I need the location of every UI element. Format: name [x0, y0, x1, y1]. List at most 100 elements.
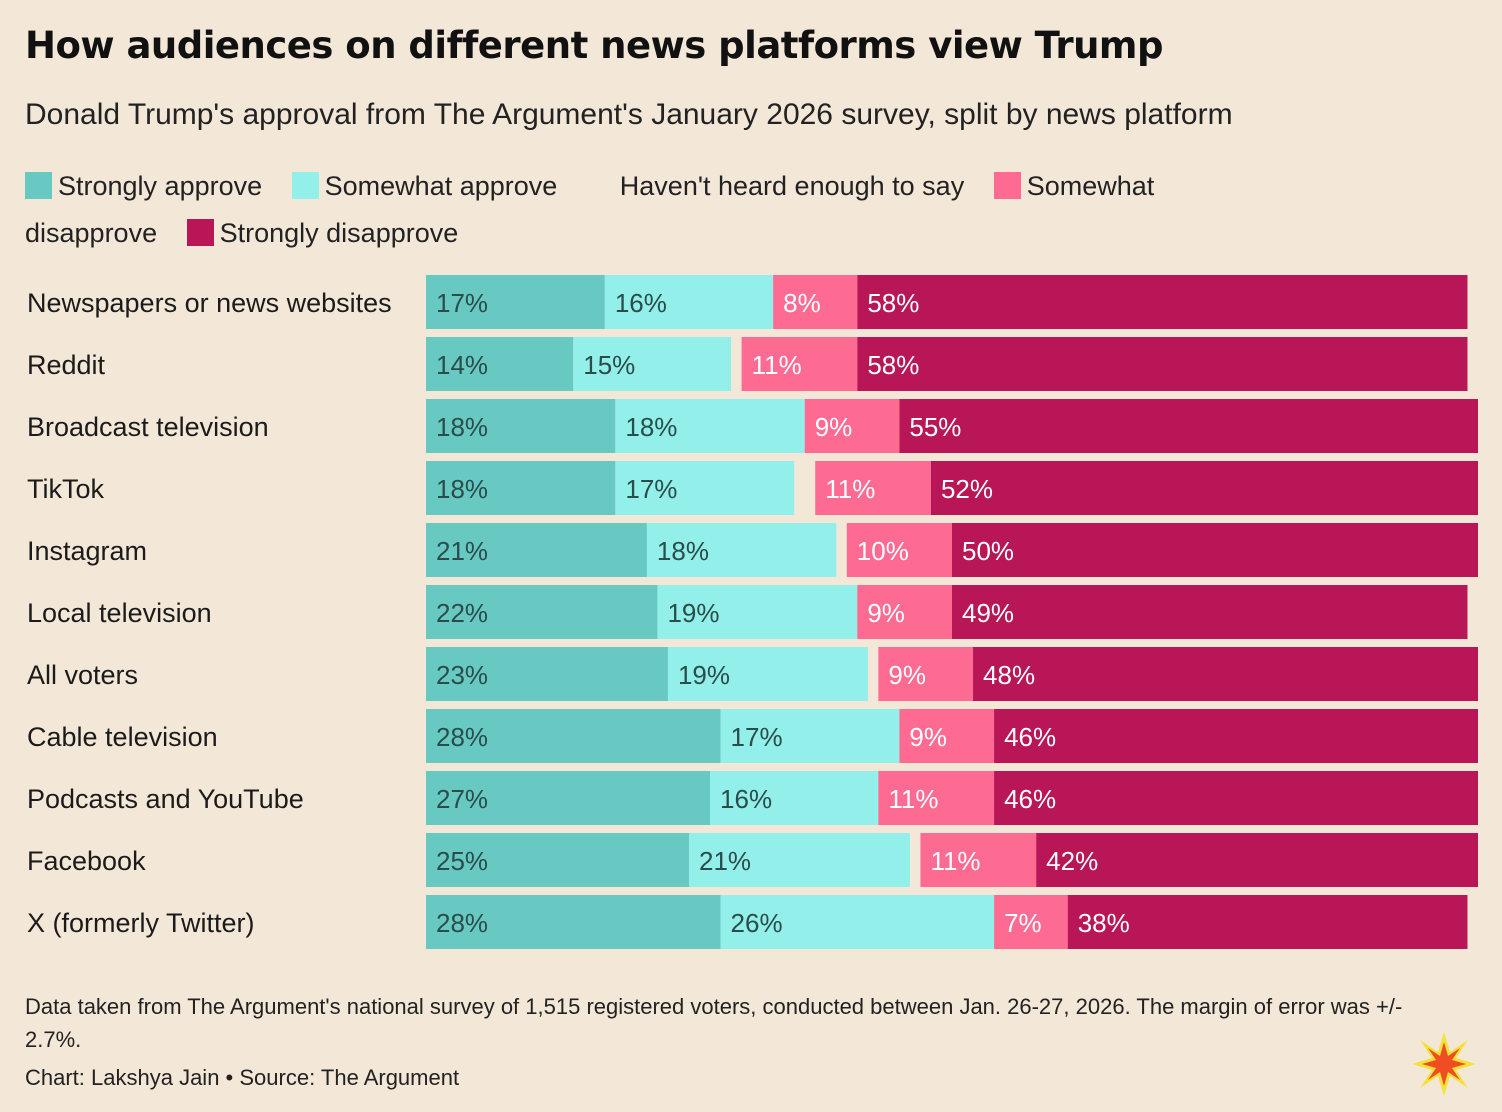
category-label: Newspapers or news websites	[27, 288, 392, 318]
category-label: Podcasts and YouTube	[27, 784, 304, 814]
category-label: Cable television	[27, 722, 218, 752]
legend-label: Strongly approve	[58, 171, 263, 201]
bar-segment	[899, 709, 995, 763]
category-label: Local television	[27, 598, 212, 628]
data-label: 17%	[436, 288, 488, 318]
data-label: 21%	[699, 846, 751, 876]
legend-swatch	[25, 172, 52, 199]
bar-segment	[952, 523, 1478, 577]
bar-segment	[426, 275, 605, 329]
legend-swatch	[291, 172, 319, 199]
data-label: 28%	[436, 722, 488, 752]
category-label: TikTok	[27, 474, 105, 504]
data-label: 49%	[962, 598, 1014, 628]
bar-segment	[720, 709, 900, 763]
data-label: 23%	[436, 660, 488, 690]
data-label: 16%	[720, 784, 772, 814]
legend-label: Strongly disapprove	[219, 218, 459, 248]
data-label: 17%	[731, 722, 783, 752]
bar-segment	[857, 275, 1468, 329]
data-label: 21%	[436, 536, 488, 566]
bar-segment	[720, 895, 995, 949]
legend-label: Somewhat approve	[324, 171, 558, 201]
legend-item-somewhat-disapprove: Somewhat disapprove	[25, 171, 1154, 248]
data-label: 9%	[888, 660, 926, 690]
data-label: 25%	[436, 846, 488, 876]
footnote: Data taken from The Argument's national …	[25, 994, 1403, 1052]
legend-swatch	[587, 172, 614, 199]
category-label: Facebook	[27, 846, 146, 876]
legend-swatch	[186, 219, 214, 246]
bar-segment	[657, 585, 858, 639]
bar-segment	[741, 337, 858, 391]
bar-segment	[426, 523, 647, 577]
bar-segment	[426, 647, 668, 701]
data-label: 11%	[930, 846, 980, 876]
chart-subtitle: Donald Trump's approval from The Argumen…	[25, 98, 1233, 131]
data-label: 22%	[436, 598, 488, 628]
bar-segment	[857, 337, 1468, 391]
bar-segment	[426, 833, 689, 887]
legend-label: Haven't heard enough to say	[619, 171, 965, 201]
data-label: 19%	[667, 598, 719, 628]
starburst-logo-icon	[1412, 1032, 1476, 1096]
bar-segment	[426, 337, 574, 391]
bar-segment	[878, 771, 995, 825]
bar-segment	[426, 585, 658, 639]
bar-segment	[973, 647, 1478, 701]
legend-item-strongly-approve: Strongly approve	[25, 171, 262, 201]
category-label: Broadcast television	[27, 412, 269, 442]
bar-segment	[710, 771, 879, 825]
data-label: 11%	[752, 350, 802, 380]
bar-segment	[1067, 895, 1468, 949]
legend-item-strongly-disapprove: Strongly disapprove	[186, 218, 459, 248]
data-label: 9%	[867, 598, 905, 628]
legend-label: Somewhat disapprove	[25, 171, 1155, 248]
data-label: 18%	[657, 536, 709, 566]
data-label: 46%	[1004, 722, 1056, 752]
bar-segment	[878, 647, 974, 701]
data-label: 27%	[436, 784, 488, 814]
bar-segment	[804, 399, 900, 453]
chart-credit: Chart: Lakshya Jain • Source: The Argume…	[25, 1065, 460, 1090]
legend-item-somewhat-approve: Somewhat approve	[291, 171, 558, 201]
data-label: 17%	[625, 474, 677, 504]
data-label: 52%	[941, 474, 993, 504]
data-label: 18%	[436, 474, 488, 504]
data-label: 28%	[436, 908, 488, 938]
bar-segment	[994, 771, 1478, 825]
data-label: 58%	[867, 350, 919, 380]
data-label: 58%	[867, 288, 919, 318]
bar-segment	[899, 399, 1478, 453]
bar-segment	[920, 833, 1037, 887]
data-label: 11%	[825, 474, 875, 504]
data-label: 19%	[678, 660, 730, 690]
bar-segment	[604, 275, 774, 329]
data-label: 48%	[983, 660, 1035, 690]
data-label: 7%	[1004, 908, 1042, 938]
data-label: 55%	[909, 412, 961, 442]
bar-segment	[1036, 833, 1478, 887]
bar-segment	[994, 895, 1068, 949]
bar-segment	[667, 647, 868, 701]
data-label: 11%	[888, 784, 938, 814]
data-label: 16%	[615, 288, 667, 318]
bar-segment	[857, 585, 952, 639]
bar-segment	[952, 585, 1468, 639]
bar-segment	[815, 461, 931, 515]
data-label: 9%	[815, 412, 853, 442]
bar-segment	[846, 523, 952, 577]
bar-segment	[930, 461, 1478, 515]
legend-item-havent-heard: Haven't heard enough to say	[587, 171, 964, 201]
bar-segment	[994, 709, 1478, 763]
data-label: 38%	[1078, 908, 1130, 938]
legend: Strongly approve Somewhat approve Haven'…	[25, 163, 1205, 257]
data-label: 50%	[962, 536, 1014, 566]
data-label: 18%	[625, 412, 677, 442]
chart-title: How audiences on different news platform…	[25, 24, 1163, 67]
bar-segment	[773, 275, 858, 329]
bar-segment	[426, 895, 721, 949]
data-label: 15%	[583, 350, 635, 380]
bar-segment	[573, 337, 732, 391]
data-label: 46%	[1004, 784, 1056, 814]
